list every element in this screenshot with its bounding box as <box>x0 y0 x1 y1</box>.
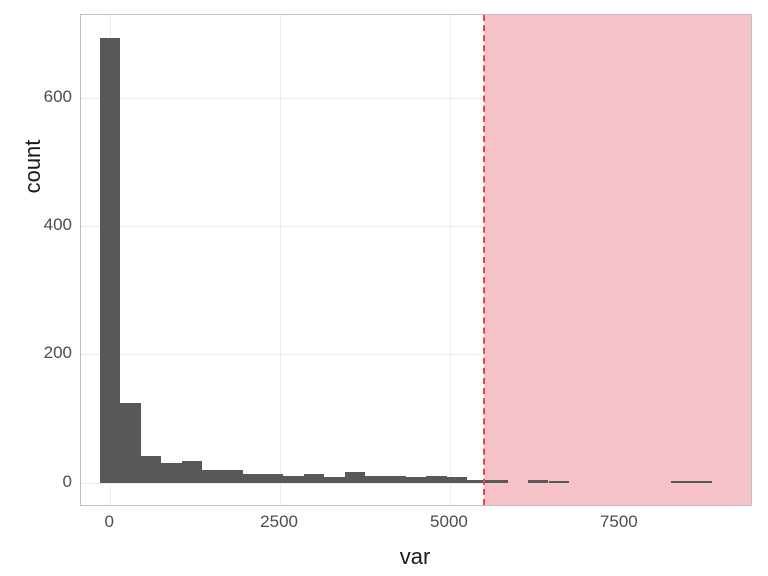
plotting-panel <box>80 14 752 506</box>
x-tick-label: 2500 <box>260 512 298 532</box>
histogram-bar <box>222 470 242 483</box>
y-axis-title: count <box>20 44 46 289</box>
shaded-region <box>484 15 751 505</box>
histogram-bar <box>161 463 181 482</box>
histogram-bar <box>549 481 569 482</box>
histogram-bar <box>324 477 344 482</box>
histogram-bar <box>120 403 140 482</box>
histogram-bar <box>385 476 405 482</box>
x-tick-label: 7500 <box>600 512 638 532</box>
histogram-bar <box>691 481 711 482</box>
histogram-bar <box>345 472 365 482</box>
x-tick-label: 5000 <box>430 512 468 532</box>
histogram-bar <box>447 477 467 482</box>
histogram-bar <box>406 477 426 482</box>
histogram-chart: 0200400600 0250050007500 count var <box>0 0 768 576</box>
y-tick-label: 200 <box>18 343 72 363</box>
histogram-bar <box>304 474 324 483</box>
histogram-bar <box>182 461 202 483</box>
y-tick-label: 0 <box>18 472 72 492</box>
histogram-bar <box>202 470 222 483</box>
histogram-bar <box>243 474 263 483</box>
threshold-line <box>483 15 485 505</box>
histogram-bar <box>263 474 283 483</box>
histogram-bar <box>365 476 385 482</box>
x-tick-label: 0 <box>104 512 113 532</box>
histogram-bar <box>426 476 446 482</box>
histogram-bar <box>141 456 161 483</box>
histogram-bar <box>283 476 303 482</box>
histogram-bar <box>528 480 548 483</box>
gridline-vertical <box>280 15 281 505</box>
gridline-vertical <box>450 15 451 505</box>
histogram-bar <box>487 480 507 483</box>
histogram-bar <box>100 38 120 483</box>
histogram-bar <box>671 481 691 482</box>
x-axis-title: var <box>80 544 750 570</box>
